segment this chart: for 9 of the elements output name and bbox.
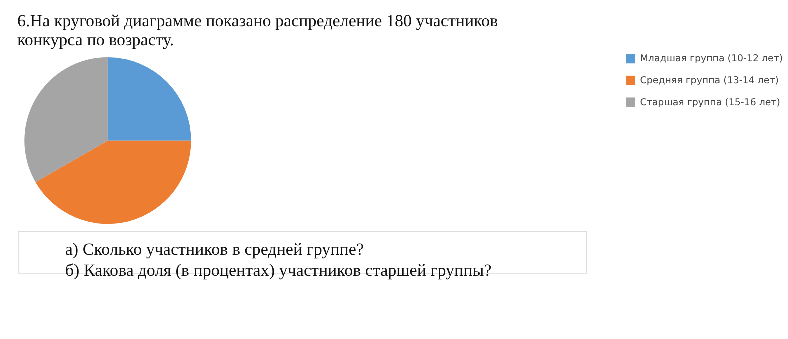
legend-label: Старшая группа (15-16 лет)	[640, 97, 780, 108]
chart-title: 6.На круговой диаграмме показано распределение 180 участников конкурса по возрасту.	[18, 12, 498, 50]
pie-slice	[24, 57, 108, 182]
text: а) Сколько участников в средней группе?	[65, 240, 364, 259]
legend-label: Младшая группа (10-12 лет)	[640, 54, 784, 65]
pie-slice	[36, 140, 192, 224]
text: б) Какова доля (в процентах) участников старшей группы?	[65, 260, 492, 280]
legend-label: Средняя группа (13-14 лет)	[640, 76, 779, 87]
pie-slice	[108, 57, 192, 141]
